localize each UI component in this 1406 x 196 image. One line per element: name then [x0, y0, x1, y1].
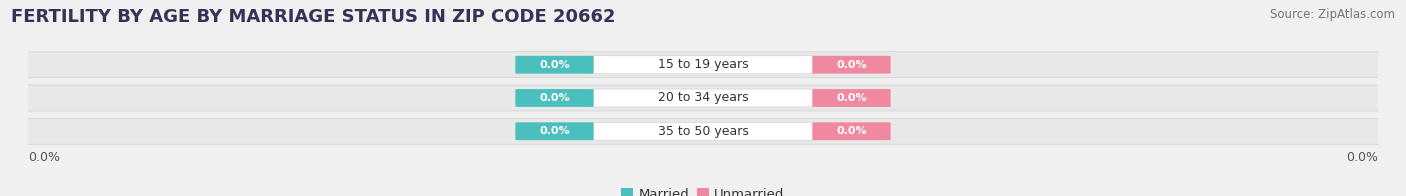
Text: 0.0%: 0.0% — [837, 126, 866, 136]
FancyBboxPatch shape — [18, 85, 1388, 111]
FancyBboxPatch shape — [18, 52, 1388, 78]
Text: Source: ZipAtlas.com: Source: ZipAtlas.com — [1270, 8, 1395, 21]
Text: 0.0%: 0.0% — [540, 93, 569, 103]
Text: 35 to 50 years: 35 to 50 years — [658, 125, 748, 138]
FancyBboxPatch shape — [589, 56, 817, 74]
FancyBboxPatch shape — [18, 118, 1388, 144]
Text: 15 to 19 years: 15 to 19 years — [658, 58, 748, 71]
FancyBboxPatch shape — [813, 122, 890, 140]
Text: FERTILITY BY AGE BY MARRIAGE STATUS IN ZIP CODE 20662: FERTILITY BY AGE BY MARRIAGE STATUS IN Z… — [11, 8, 616, 26]
Text: 20 to 34 years: 20 to 34 years — [658, 92, 748, 104]
FancyBboxPatch shape — [813, 89, 890, 107]
FancyBboxPatch shape — [589, 89, 817, 107]
Text: 0.0%: 0.0% — [540, 60, 569, 70]
Text: 0.0%: 0.0% — [837, 60, 866, 70]
FancyBboxPatch shape — [589, 122, 817, 140]
Text: 0.0%: 0.0% — [1346, 151, 1378, 163]
Text: 0.0%: 0.0% — [540, 126, 569, 136]
FancyBboxPatch shape — [516, 56, 593, 74]
FancyBboxPatch shape — [516, 122, 593, 140]
Text: 0.0%: 0.0% — [28, 151, 60, 163]
Text: 0.0%: 0.0% — [837, 93, 866, 103]
Legend: Married, Unmarried: Married, Unmarried — [616, 183, 790, 196]
FancyBboxPatch shape — [813, 56, 890, 74]
FancyBboxPatch shape — [516, 89, 593, 107]
